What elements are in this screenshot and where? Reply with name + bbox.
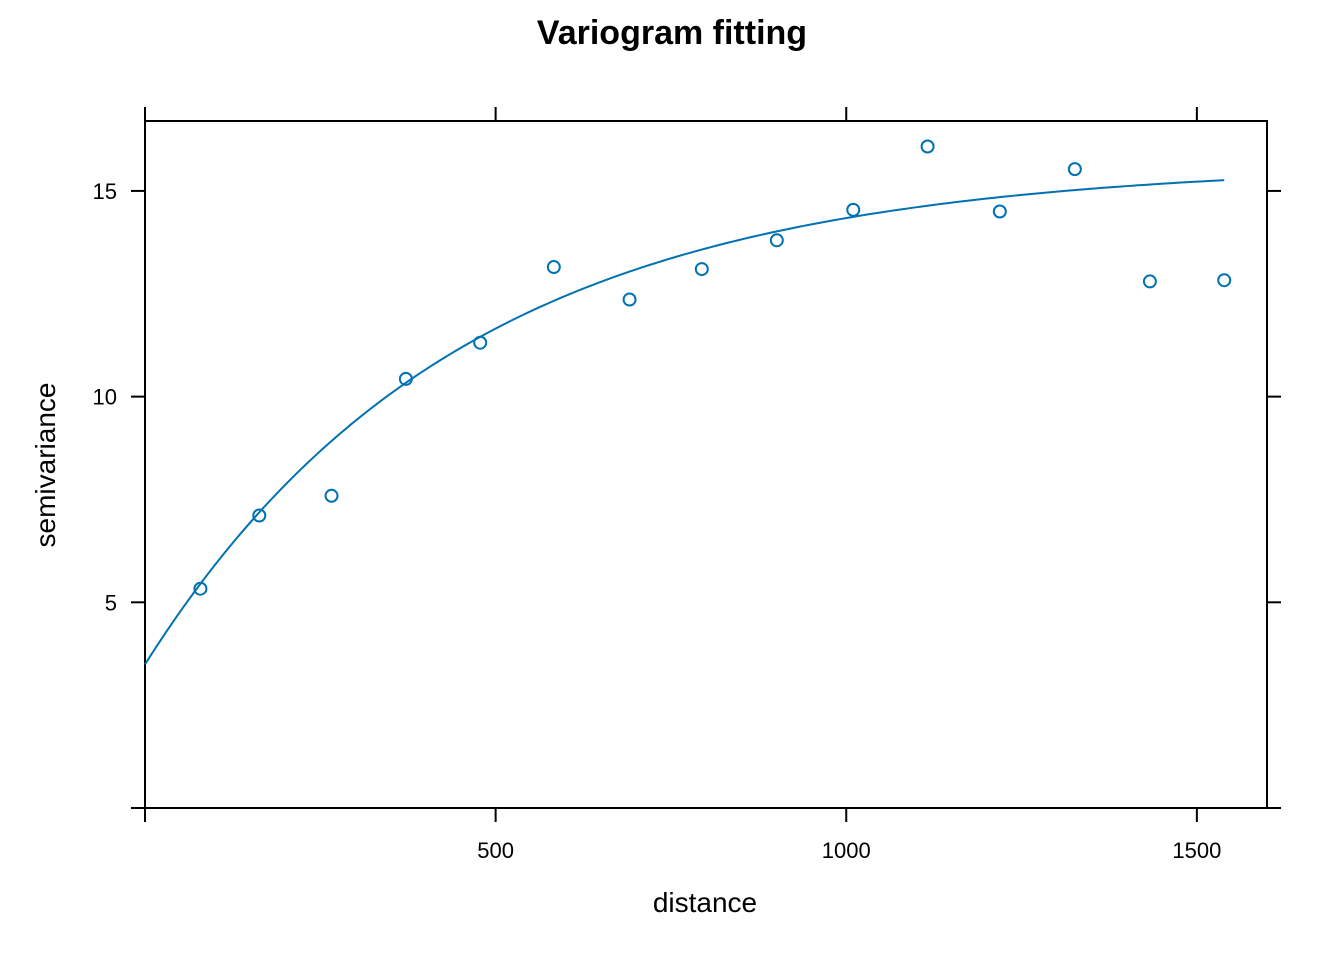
y-tick-label: 5 xyxy=(105,590,117,615)
data-point xyxy=(1067,162,1082,177)
data-point xyxy=(1142,274,1157,289)
data-points xyxy=(193,139,1232,596)
plot-frame xyxy=(144,120,1268,809)
data-point xyxy=(193,581,208,596)
x-tick-label: 1500 xyxy=(1172,838,1221,863)
data-point xyxy=(622,292,637,307)
x-tick-label: 500 xyxy=(477,838,514,863)
x-axis-ticks: 500 1000 1500 xyxy=(144,107,1221,863)
data-point xyxy=(846,202,861,217)
data-point xyxy=(992,204,1007,219)
y-axis-label: semivariance xyxy=(30,383,61,548)
x-axis-label: distance xyxy=(653,887,757,918)
fitted-variogram-line xyxy=(144,179,1225,665)
data-point xyxy=(694,262,709,277)
x-tick-label: 1000 xyxy=(822,838,871,863)
chart-title: Variogram fitting xyxy=(537,14,807,52)
data-point xyxy=(769,233,784,248)
data-point xyxy=(546,260,561,275)
data-point xyxy=(324,488,339,503)
data-point xyxy=(1217,273,1232,288)
y-tick-label: 10 xyxy=(93,385,117,410)
data-point xyxy=(920,139,935,154)
y-axis-ticks: 5 10 15 xyxy=(93,179,1281,809)
data-point xyxy=(473,335,488,350)
y-tick-label: 15 xyxy=(93,179,117,204)
data-point xyxy=(398,371,413,386)
data-point xyxy=(252,508,267,523)
